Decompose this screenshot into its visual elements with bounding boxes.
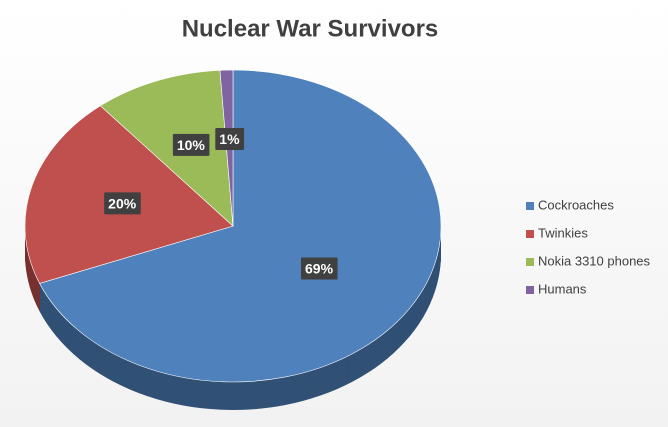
data-labels: 69% 20% 10% 1% bbox=[104, 127, 338, 280]
legend-swatch bbox=[526, 286, 534, 294]
legend-swatch bbox=[526, 230, 534, 238]
data-label-box bbox=[172, 133, 210, 156]
legend: Cockroaches Twinkies Nokia 3310 phones Huma… bbox=[526, 197, 651, 296]
legend-label: Humans bbox=[538, 281, 587, 296]
legend-label: Cockroaches bbox=[538, 197, 614, 212]
pie-slice bbox=[39, 69, 442, 383]
legend-label: Twinkies bbox=[538, 225, 588, 240]
pie-slice bbox=[99, 69, 234, 227]
data-label-box bbox=[215, 127, 245, 150]
data-label: 20% bbox=[108, 195, 137, 211]
pie-tops bbox=[24, 69, 442, 383]
chart-title: Nuclear War Survivors bbox=[182, 15, 439, 42]
data-label-box bbox=[301, 257, 338, 280]
legend-swatch bbox=[526, 202, 534, 210]
data-label: 69% bbox=[305, 261, 334, 277]
data-label: 10% bbox=[177, 137, 206, 153]
legend-swatch bbox=[526, 258, 534, 266]
data-label: 1% bbox=[219, 131, 240, 147]
legend-label: Nokia 3310 phones bbox=[538, 253, 651, 268]
data-label-box bbox=[104, 192, 141, 215]
